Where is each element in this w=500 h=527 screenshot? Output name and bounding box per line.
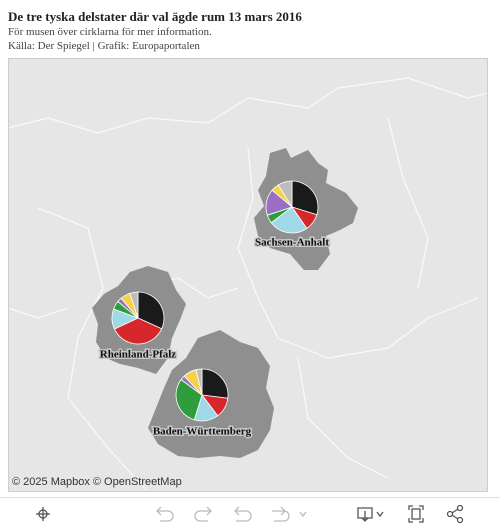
pie-slice[interactable] (201, 368, 229, 399)
attribution: © 2025 Mapbox © OpenStreetMap (12, 476, 182, 488)
pan-button[interactable] (36, 507, 50, 521)
pie-slice[interactable] (291, 180, 319, 216)
redo-button[interactable] (194, 506, 212, 522)
map: Sachsen-Anhalt Rheinland-Pfalz Baden-Württ… (8, 58, 488, 492)
map-frame (8, 58, 488, 492)
toolbar (0, 497, 500, 524)
pie-slice[interactable] (129, 291, 139, 319)
undo-button[interactable] (156, 506, 174, 522)
fullscreen-button[interactable] (408, 505, 424, 523)
refresh-button[interactable] (272, 506, 307, 522)
borders (8, 77, 488, 492)
pies: Sachsen-Anhalt Rheinland-Pfalz Baden-Württ… (98, 180, 331, 439)
subtitle: För musen över cirklarna för mer informa… (8, 26, 212, 38)
pie-slice[interactable] (195, 368, 203, 396)
download-button[interactable] (357, 507, 384, 522)
share-button[interactable] (446, 504, 464, 524)
pie-slice[interactable] (113, 317, 163, 345)
source: Källa: Der Spiegel | Grafik: Europaporta… (8, 40, 200, 52)
region-label: Rheinland-Pfalz (100, 349, 177, 361)
pie-slice[interactable] (175, 379, 203, 421)
pie-slice[interactable] (277, 180, 293, 209)
pie-slice[interactable] (270, 206, 308, 234)
revert-button[interactable] (234, 506, 252, 522)
region-label: Baden-Württemberg (153, 426, 252, 438)
region-label: Sachsen-Anhalt (255, 237, 329, 249)
pie-slice[interactable] (137, 291, 165, 330)
title: De tre tyska delstater där val ägde rum … (8, 9, 302, 24)
